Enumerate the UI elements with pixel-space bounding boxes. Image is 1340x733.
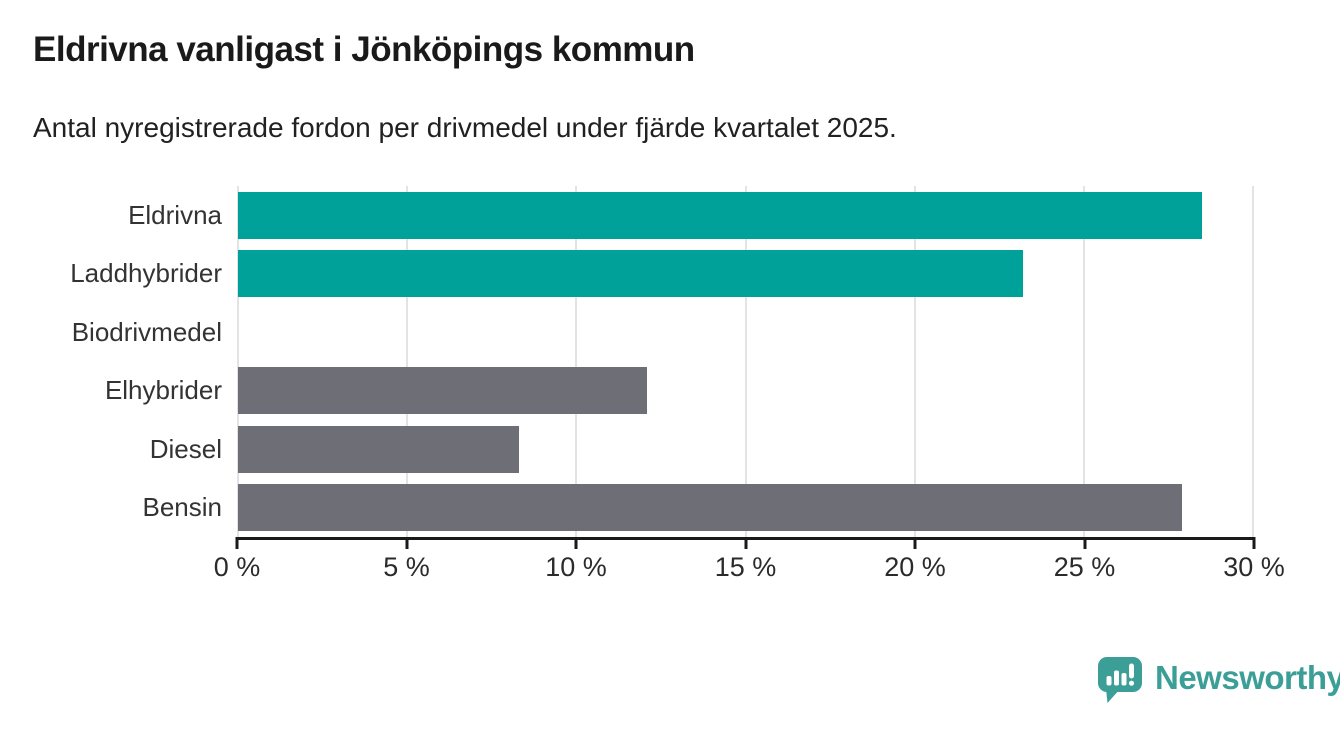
bar-chart: Eldrivna Laddhybrider Biodrivmedel Elhybrid… [0,186,1340,538]
gridline [1082,186,1085,537]
category-labels: Eldrivna Laddhybrider Biodrivmedel Elhybrid… [0,186,222,537]
x-tick-label: 10 % [545,552,607,582]
bar-diesel [238,425,519,473]
category-label-elhybrider: Elhybrider [104,375,222,406]
newsworthy-logo-text: Newsworthy [1155,659,1340,696]
x-tick [744,537,747,549]
x-tick [913,537,917,549]
x-tick-label: 25 % [1053,552,1116,582]
plot-area [237,186,1254,537]
category-label-biodrivmedel: Biodrivmedel [71,316,222,347]
x-tick-label: 20 % [884,552,946,582]
x-axis: 0 % 5 % 10 % 15 % 20 % 25 % 30 % [214,537,1285,582]
x-tick-label: 5 % [383,552,430,582]
x-tick [1252,537,1256,549]
bar-bensin [238,484,1182,532]
page-title: Eldrivna vanligast i Jönköpings kommun [33,30,695,69]
bar-elhybrider [238,367,648,415]
gridline [1252,186,1254,537]
bar-eldrivna [238,191,1203,239]
x-tick [235,537,239,549]
x-tick-label: 0 % [213,552,261,582]
gridline [744,186,747,537]
x-tick-label: 15 % [714,552,777,582]
gridline [237,186,239,537]
gridline [575,186,578,537]
gridline [406,186,409,537]
page-subtitle: Antal nyregistrerade fordon per drivmede… [33,112,897,143]
x-tick-label: 30 % [1223,552,1285,582]
category-label-laddhybrider: Laddhybrider [70,258,222,289]
x-tick [1083,537,1086,549]
gridline [913,186,916,537]
x-tick [405,537,408,549]
bar-chart-speech-bubble-icon [1098,657,1142,703]
newsworthy-logo: Newsworthy [1095,654,1340,704]
category-label-diesel: Diesel [149,433,222,464]
bar-laddhybrider [238,250,1023,298]
category-label-bensin: Bensin [142,492,223,523]
category-label-eldrivna: Eldrivna [128,199,222,230]
x-tick [574,537,578,549]
